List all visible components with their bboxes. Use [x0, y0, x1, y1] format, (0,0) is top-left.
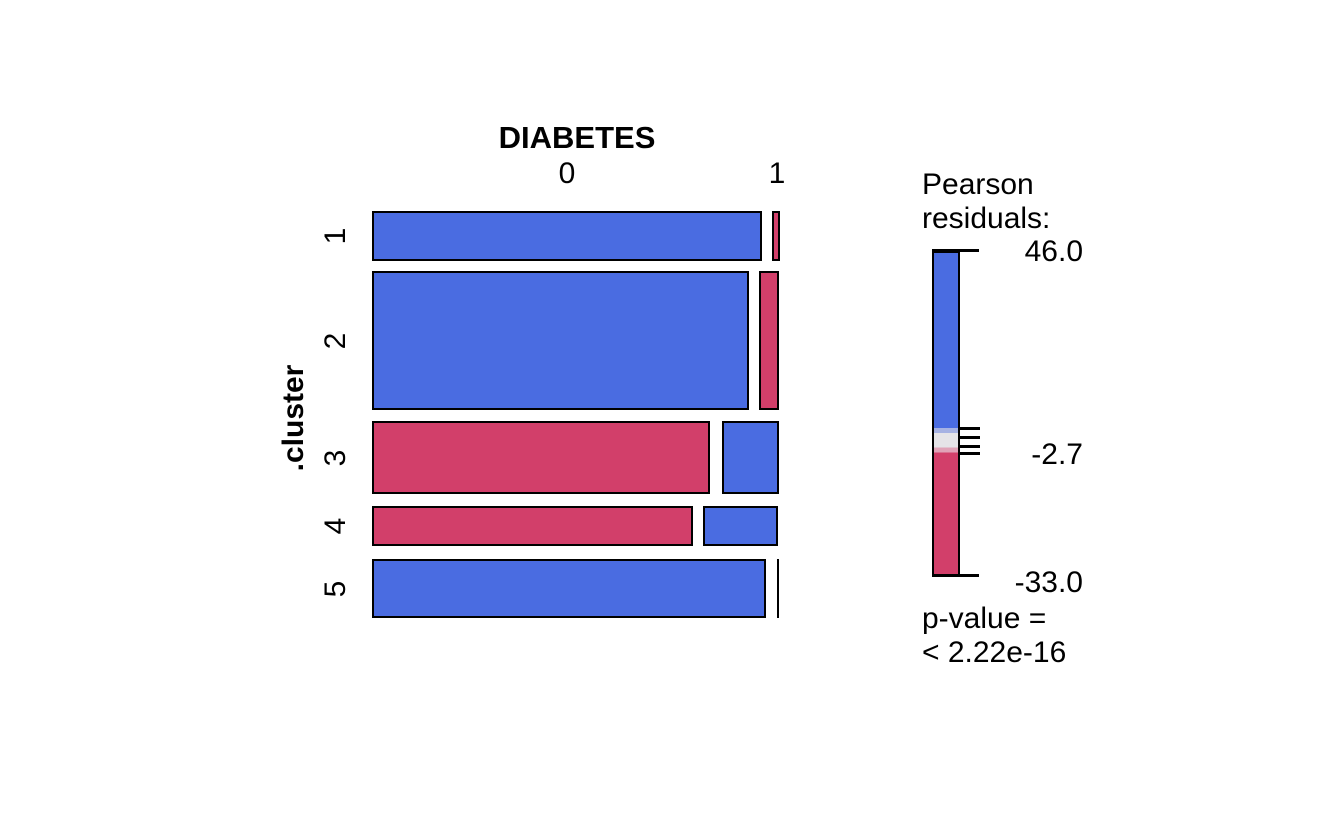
mosaic-cell-cluster1-diabetes1 — [772, 211, 780, 261]
y-axis-tick-label-2: 2 — [319, 332, 352, 349]
legend-title: Pearson residuals: — [922, 168, 1182, 236]
x-axis-label-1: 1 — [768, 157, 786, 190]
x-axis-label-0: 0 — [558, 157, 576, 190]
legend-major-tick-1 — [932, 574, 979, 577]
plot-title: DIABETES — [498, 120, 656, 155]
mosaic-cell-cluster1-diabetes0 — [372, 211, 762, 261]
mosaic-cell-cluster4-diabetes1 — [703, 506, 778, 546]
legend-pvalue-line1: p-value = — [922, 602, 1047, 635]
legend-minor-tick-3 — [959, 452, 980, 455]
y-axis-title: .cluster — [277, 364, 310, 472]
legend-max-label: 46.0 — [1024, 235, 1083, 268]
legend-minor-tick-0 — [959, 427, 980, 430]
mosaic-cell-cluster2-diabetes1 — [759, 271, 779, 410]
legend-title-line2: residuals: — [922, 202, 1051, 235]
y-axis-tick-label-4: 4 — [319, 517, 352, 535]
mosaic-cell-cluster5-diabetes1 — [777, 559, 779, 618]
legend-pvalue-line2: < 2.22e-16 — [922, 636, 1067, 669]
legend-min-label: -33.0 — [1014, 566, 1083, 599]
legend-major-tick-0 — [932, 249, 979, 252]
legend-minor-tick-2 — [959, 445, 980, 448]
mosaic-cell-cluster3-diabetes1 — [722, 421, 779, 494]
y-axis-tick-label-1: 1 — [319, 227, 352, 245]
y-axis-tick-label-5: 5 — [319, 580, 352, 597]
mosaic-cell-cluster3-diabetes0 — [372, 421, 710, 494]
legend-minor-tick-1 — [959, 436, 980, 439]
mosaic-cell-cluster5-diabetes0 — [372, 559, 766, 618]
mosaic-cell-cluster2-diabetes0 — [372, 271, 749, 410]
y-axis-tick-label-3: 3 — [319, 449, 352, 466]
legend-mid-label: -2.7 — [1031, 438, 1083, 471]
legend-pvalue: p-value = < 2.22e-16 — [922, 602, 1182, 670]
legend-gradient-bar — [932, 251, 960, 576]
legend-title-line1: Pearson — [922, 168, 1034, 201]
mosaic-cell-cluster4-diabetes0 — [372, 506, 693, 546]
